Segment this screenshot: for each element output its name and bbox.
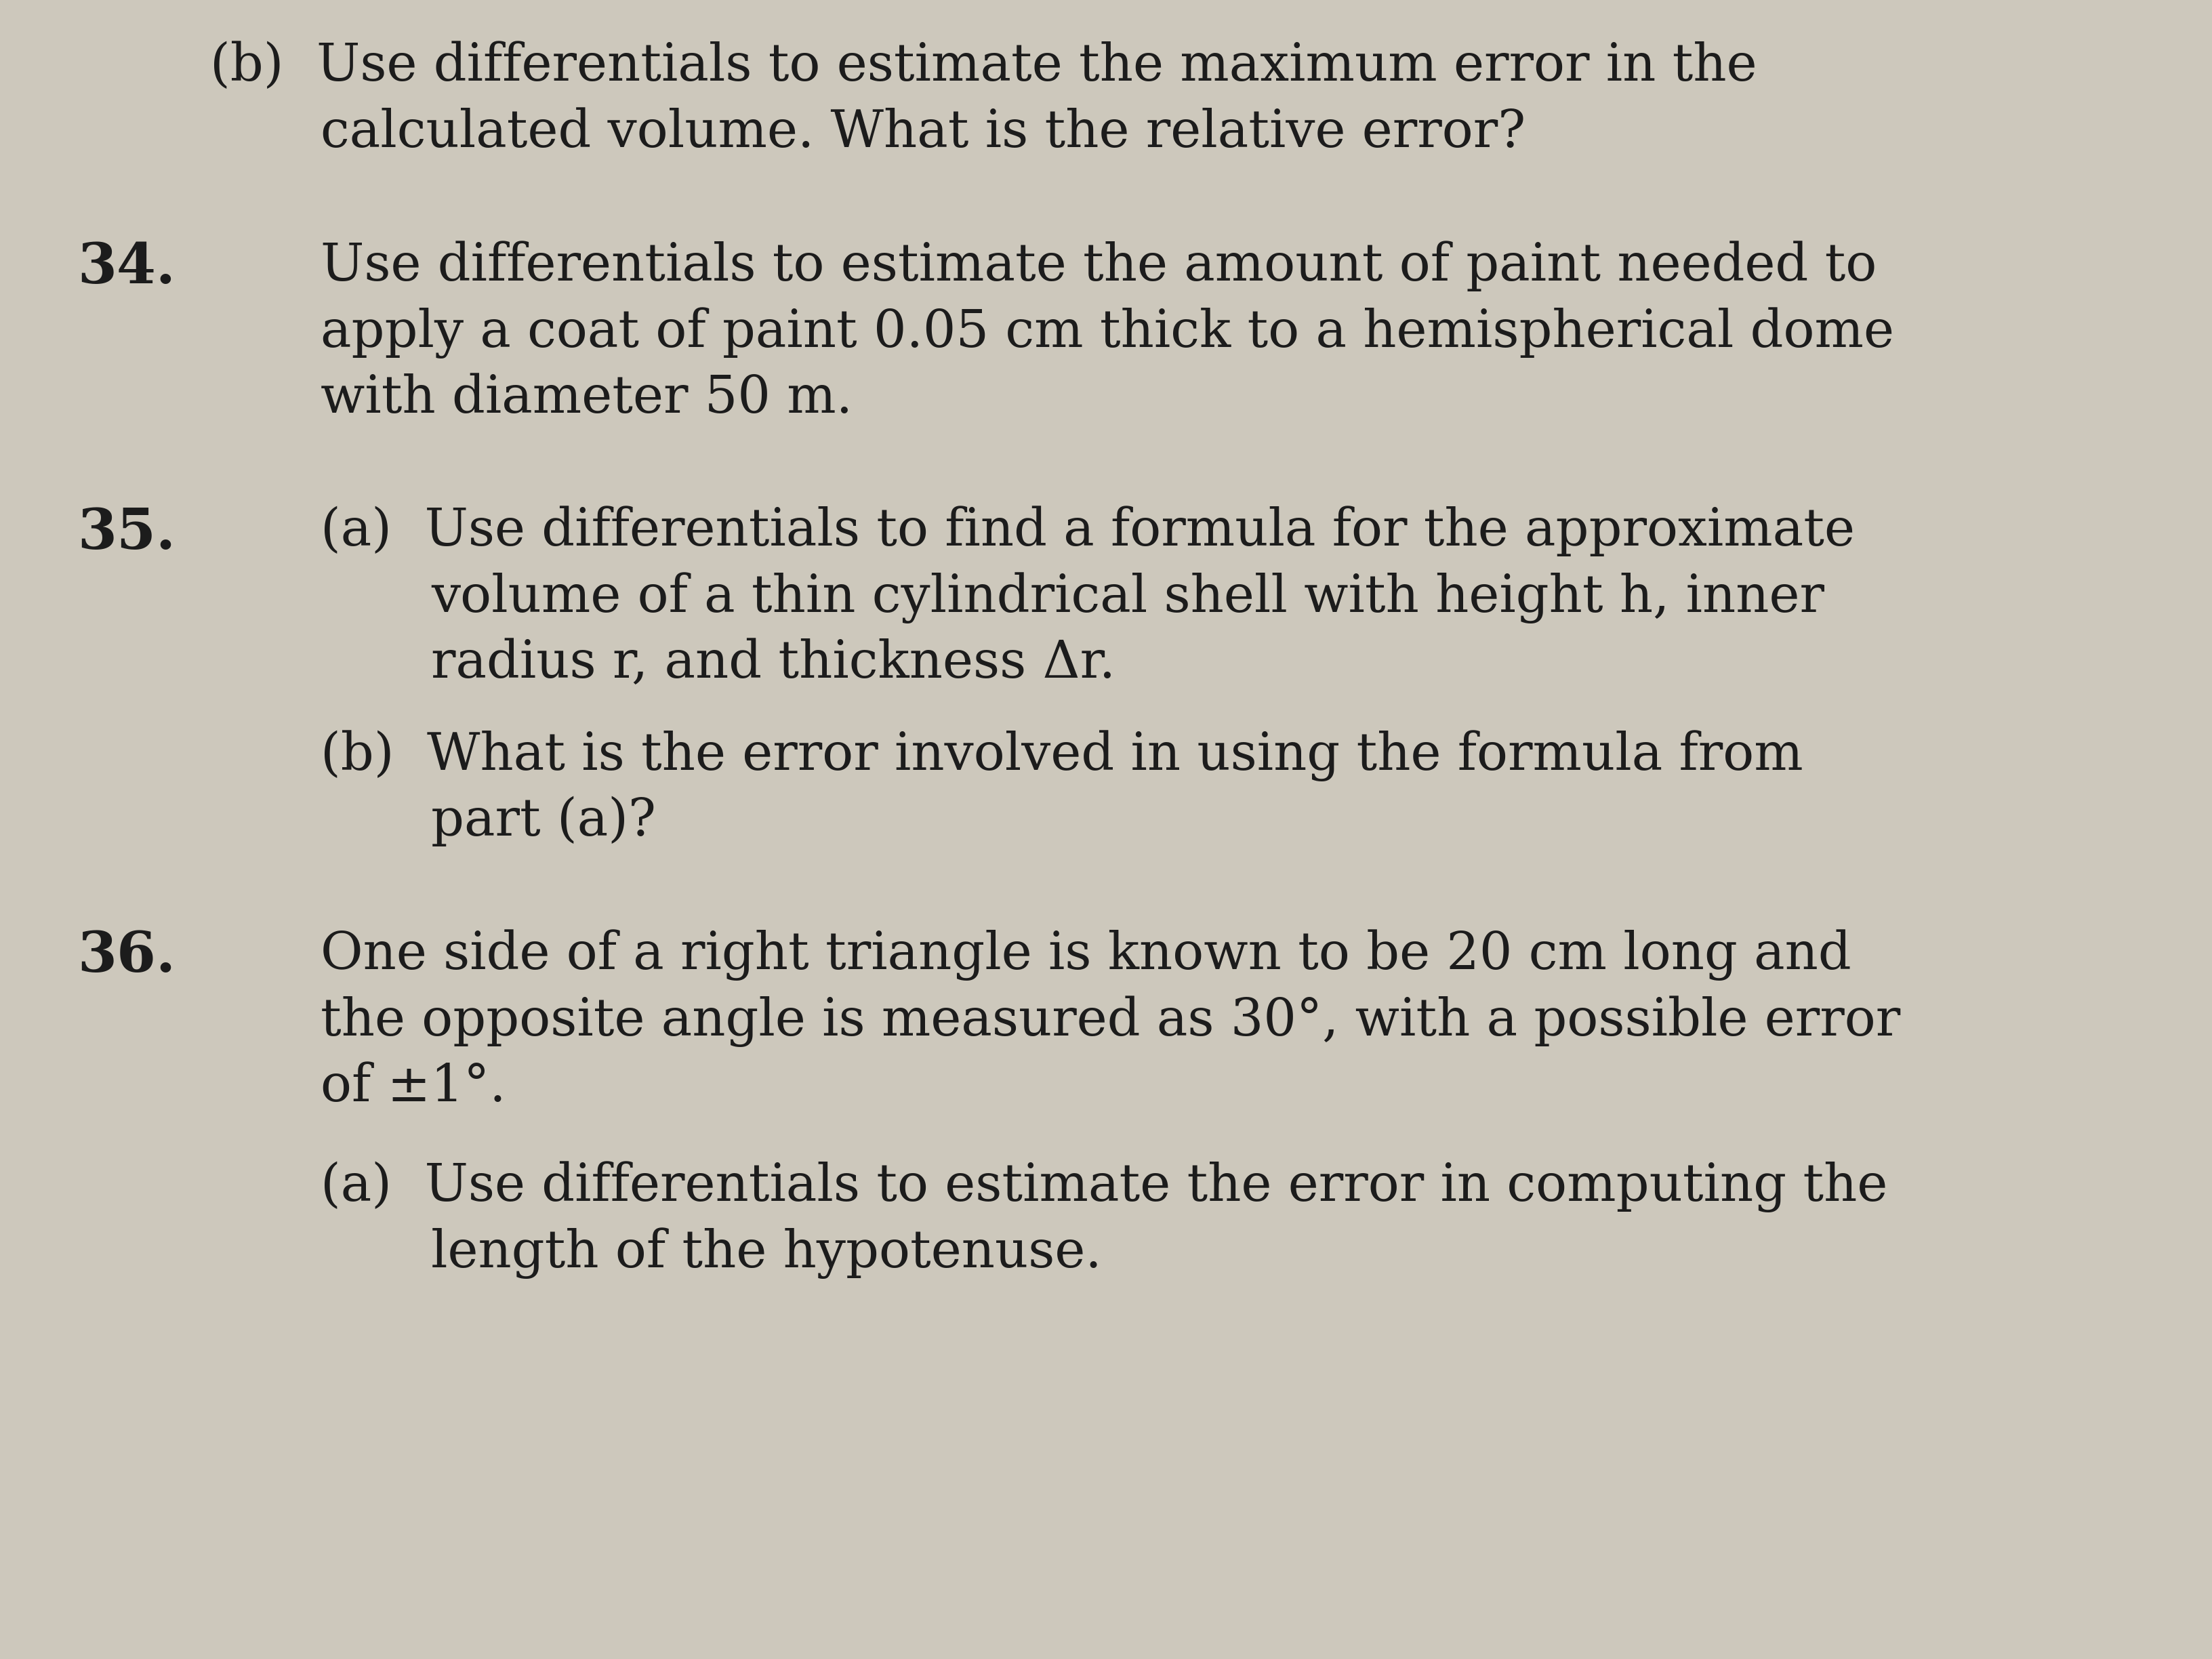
Text: radius r, and thickness Δr.: radius r, and thickness Δr. (431, 639, 1115, 688)
Text: apply a coat of paint 0.05 cm thick to a hemispherical dome: apply a coat of paint 0.05 cm thick to a… (321, 307, 1893, 358)
Text: volume of a thin cylindrical shell with height h, inner: volume of a thin cylindrical shell with … (431, 572, 1825, 624)
Text: with diameter 50 m.: with diameter 50 m. (321, 373, 854, 423)
Text: the opposite angle is measured as 30°, with a possible error: the opposite angle is measured as 30°, w… (321, 995, 1900, 1047)
Text: 36.: 36. (77, 929, 175, 984)
Text: One side of a right triangle is known to be 20 cm long and: One side of a right triangle is known to… (321, 929, 1851, 980)
Text: Use differentials to estimate the amount of paint needed to: Use differentials to estimate the amount… (321, 241, 1878, 292)
Text: (a)  Use differentials to find a formula for the approximate: (a) Use differentials to find a formula … (321, 506, 1856, 557)
Text: part (a)?: part (a)? (431, 796, 657, 846)
Text: (b)  Use differentials to estimate the maximum error in the: (b) Use differentials to estimate the ma… (210, 41, 1756, 91)
Text: 35.: 35. (77, 506, 175, 561)
Text: (b)  What is the error involved in using the formula from: (b) What is the error involved in using … (321, 730, 1803, 781)
Text: calculated volume. What is the relative error?: calculated volume. What is the relative … (321, 108, 1526, 158)
Text: (a)  Use differentials to estimate the error in computing the: (a) Use differentials to estimate the er… (321, 1161, 1887, 1213)
Text: length of the hypotenuse.: length of the hypotenuse. (431, 1228, 1102, 1279)
Text: 34.: 34. (77, 241, 175, 295)
Text: of ±1°.: of ±1°. (321, 1062, 507, 1112)
